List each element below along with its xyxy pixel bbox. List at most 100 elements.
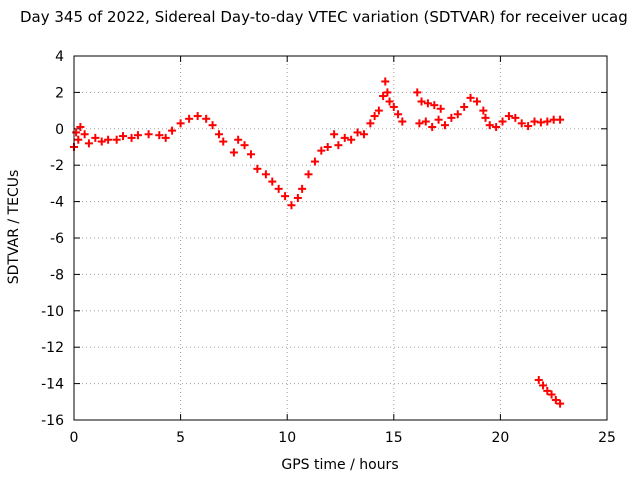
data-point (479, 106, 488, 115)
data-point (281, 192, 290, 201)
data-point (168, 126, 177, 135)
data-point (261, 170, 270, 179)
data-point (504, 112, 513, 121)
y-tick-label: -2 (50, 158, 64, 174)
x-axis-label: GPS time / hours (281, 457, 399, 473)
data-point (359, 130, 368, 139)
x-tick-label: 10 (278, 430, 296, 446)
data-point (268, 177, 277, 186)
data-point (481, 113, 490, 122)
grid-lines (74, 56, 607, 420)
data-point (202, 114, 211, 123)
y-tick-label: -16 (41, 413, 64, 429)
data-point (274, 184, 283, 193)
data-point (76, 122, 85, 131)
y-tick-label: -10 (41, 304, 64, 320)
data-point (253, 164, 262, 173)
data-point (551, 395, 560, 404)
data-point (492, 122, 501, 131)
y-tick-label: -6 (50, 231, 64, 247)
data-points (70, 77, 565, 408)
data-point (298, 184, 307, 193)
data-point (310, 157, 319, 166)
data-point (466, 93, 475, 102)
data-point (460, 102, 469, 111)
data-point (428, 122, 437, 131)
data-point (434, 115, 443, 124)
data-point (524, 122, 533, 131)
data-point (317, 146, 326, 155)
data-point (415, 119, 424, 128)
data-point (423, 99, 432, 108)
y-tick-label: 2 (55, 85, 64, 101)
data-point (511, 113, 520, 122)
data-point (208, 121, 217, 130)
data-point (370, 112, 379, 121)
data-point (323, 143, 332, 151)
data-point (543, 386, 552, 395)
data-point (240, 141, 249, 150)
data-point (74, 135, 83, 144)
data-point (176, 119, 185, 128)
data-point (472, 97, 481, 106)
data-point (485, 121, 494, 130)
data-point (304, 170, 313, 179)
x-tick-label: 15 (385, 430, 403, 446)
data-point (543, 117, 552, 126)
data-point (436, 104, 445, 113)
data-point (366, 119, 375, 128)
data-point (127, 133, 136, 142)
data-point (185, 114, 194, 123)
data-point (84, 139, 93, 148)
data-point (556, 115, 565, 124)
y-tick-label: -12 (41, 340, 64, 356)
data-point (97, 137, 106, 146)
data-point (389, 102, 398, 111)
data-point (353, 128, 362, 137)
data-point (498, 117, 507, 126)
data-point (80, 130, 89, 139)
x-tick-label: 5 (176, 430, 185, 446)
data-point (287, 201, 296, 210)
data-point (234, 135, 243, 144)
data-point (517, 119, 526, 128)
data-point (398, 117, 407, 126)
data-point (547, 390, 556, 399)
data-point (430, 101, 439, 110)
data-point (330, 130, 339, 139)
data-point (293, 193, 302, 202)
data-point (193, 112, 202, 121)
data-point (394, 110, 403, 119)
y-tick-label: -8 (50, 267, 64, 283)
data-point (104, 135, 113, 144)
data-point (144, 130, 153, 139)
data-point (417, 97, 426, 106)
data-point (214, 130, 223, 139)
data-point (385, 97, 394, 106)
data-point (91, 133, 100, 142)
data-point (340, 133, 349, 142)
y-tick-label: -4 (50, 195, 64, 211)
x-tick-label: 25 (598, 430, 616, 446)
data-point (219, 137, 228, 146)
data-point (155, 131, 164, 140)
x-tick-label: 0 (70, 430, 79, 446)
data-point (347, 135, 356, 144)
y-tick-label: 0 (55, 122, 64, 138)
data-point (421, 117, 430, 126)
data-point (133, 131, 142, 140)
data-point (383, 88, 392, 97)
data-point (539, 381, 548, 390)
data-point (440, 121, 449, 130)
data-point (374, 106, 383, 115)
x-tick-label: 20 (491, 430, 509, 446)
data-point (72, 128, 81, 137)
data-point (379, 92, 388, 101)
chart-title: Day 345 of 2022, Sidereal Day-to-day VTE… (20, 8, 628, 26)
data-point (413, 88, 422, 97)
data-point (447, 113, 456, 122)
data-point (381, 77, 390, 86)
